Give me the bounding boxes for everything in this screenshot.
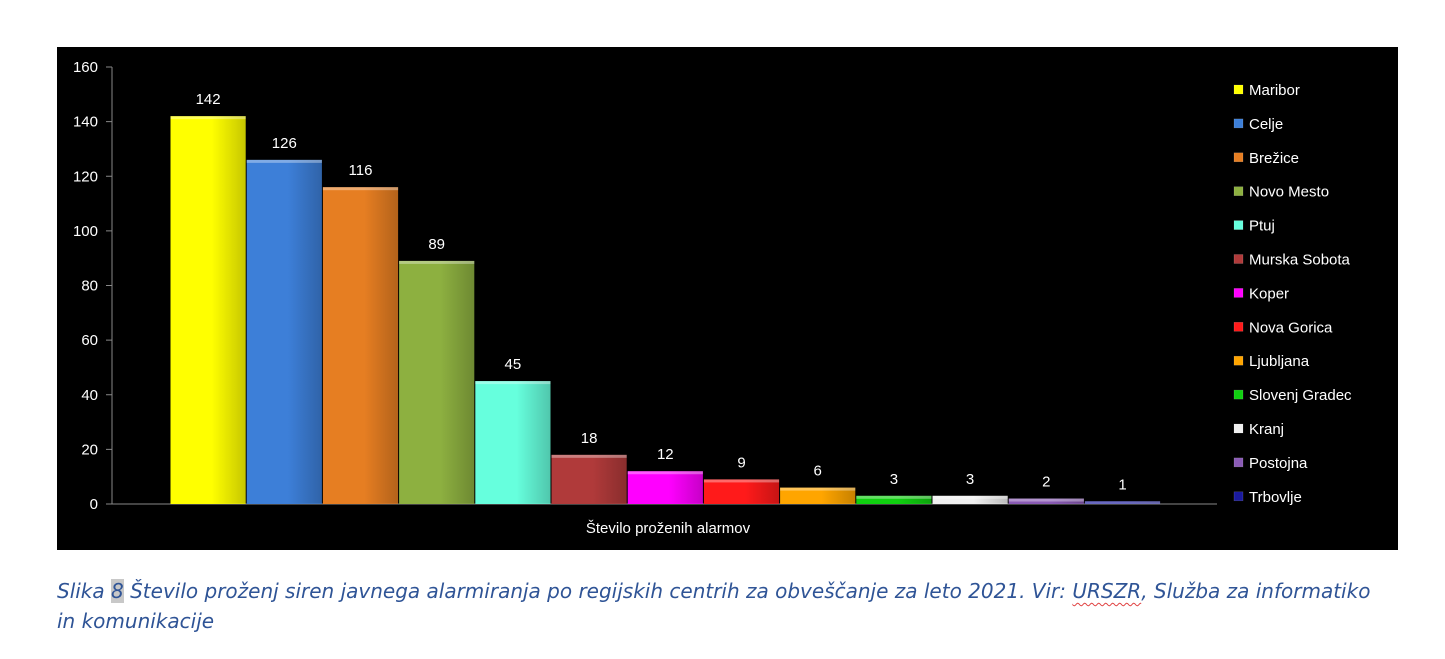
legend-swatch: [1233, 389, 1244, 400]
legend-label: Murska Sobota: [1249, 252, 1351, 269]
legend-swatch: [1233, 355, 1244, 366]
data-label: 9: [737, 454, 745, 471]
bar-highlight: [551, 454, 627, 458]
bar-murska-sobota: [551, 454, 627, 504]
legend-label: Novo Mesto: [1249, 184, 1329, 201]
bar-highlight: [627, 471, 703, 475]
data-label: 3: [966, 471, 974, 488]
bar-kranj: [932, 495, 1008, 504]
data-label: 126: [272, 135, 297, 152]
bar-nova-gorica: [703, 479, 780, 504]
data-label: 2: [1042, 474, 1050, 491]
data-label: 116: [349, 162, 373, 179]
y-tick-label: 20: [81, 441, 98, 458]
figure-caption: Slika 8 Število proženj siren javnega al…: [57, 576, 1377, 636]
legend-swatch: [1233, 152, 1244, 163]
caption-text-end: , Služba za informatiko in komunikacije: [57, 579, 1371, 633]
y-tick-label: 80: [81, 278, 98, 295]
bar-highlight: [1084, 501, 1161, 504]
y-tick-label: 0: [90, 496, 98, 513]
y-tick-label: 60: [81, 332, 98, 349]
y-tick-label: 40: [81, 387, 98, 404]
bar-slovenj-gradec: [856, 495, 932, 504]
bar-highlight: [475, 381, 551, 385]
legend-label: Brežice: [1249, 150, 1299, 167]
bar-koper: [627, 471, 703, 504]
data-label: 3: [890, 471, 898, 488]
bar-highlight: [932, 495, 1008, 499]
data-label: 89: [428, 236, 445, 253]
legend-swatch: [1233, 220, 1244, 230]
bar-highlight: [780, 487, 856, 491]
legend-label: Ljubljana: [1249, 353, 1310, 370]
legend-label: Nova Gorica: [1249, 319, 1333, 336]
legend-label: Koper: [1249, 285, 1289, 302]
legend-label: Celje: [1249, 116, 1283, 133]
legend-label: Kranj: [1249, 421, 1284, 438]
chart-panel: 0 20 40 60 80 100 120 140 160 142 126 116 89 45 18 12 9…: [57, 47, 1398, 550]
y-tick-label: 160: [73, 59, 98, 76]
legend-label: Ptuj: [1249, 218, 1275, 235]
bar-trbovlje: [1084, 501, 1161, 504]
data-label: 18: [581, 430, 598, 447]
bar-highlight: [1008, 498, 1084, 502]
legend-swatch: [1233, 186, 1244, 196]
bar-highlight: [856, 495, 932, 499]
y-tick-label: 120: [73, 168, 98, 185]
legend-swatch: [1233, 84, 1244, 95]
bar-brežice: [322, 187, 399, 505]
data-label: 1: [1118, 476, 1126, 493]
bar-highlight: [399, 260, 475, 264]
data-label: 6: [814, 463, 822, 480]
bar-highlight: [322, 187, 399, 191]
caption-figure-number: 8: [111, 579, 124, 603]
bar-novo-mesto: [399, 260, 475, 504]
caption-text: Število proženj siren javnega alarmiranj…: [130, 579, 1066, 603]
bar-highlight: [246, 159, 322, 163]
caption-prefix: Slika: [57, 579, 105, 603]
bar-ljubljana: [780, 487, 856, 504]
legend-swatch: [1233, 254, 1244, 264]
legend-label: Trbovlje: [1249, 489, 1302, 506]
y-tick-label: 140: [73, 114, 98, 131]
caption-source-abbr: URSZR: [1072, 579, 1142, 603]
bar-ptuj: [475, 381, 551, 504]
legend-swatch: [1233, 491, 1244, 502]
legend-label: Maribor: [1249, 82, 1300, 99]
legend-label: Slovenj Gradec: [1249, 387, 1352, 404]
bar-highlight: [703, 479, 780, 483]
data-label: 142: [196, 91, 221, 108]
legend-swatch: [1233, 423, 1244, 434]
bar-maribor: [170, 116, 246, 504]
legend-swatch: [1233, 457, 1244, 468]
y-tick-label: 100: [73, 223, 98, 240]
legend-swatch: [1233, 288, 1244, 298]
bar-celje: [246, 159, 322, 505]
data-label: 45: [505, 356, 522, 373]
legend-label: Postojna: [1249, 455, 1308, 472]
legend-swatch: [1233, 322, 1244, 332]
data-label: 12: [657, 446, 674, 463]
legend-swatch: [1233, 118, 1244, 129]
bar-highlight: [170, 116, 246, 120]
bar-postojna: [1008, 498, 1084, 504]
x-axis-label: Število proženih alarmov: [586, 520, 751, 537]
